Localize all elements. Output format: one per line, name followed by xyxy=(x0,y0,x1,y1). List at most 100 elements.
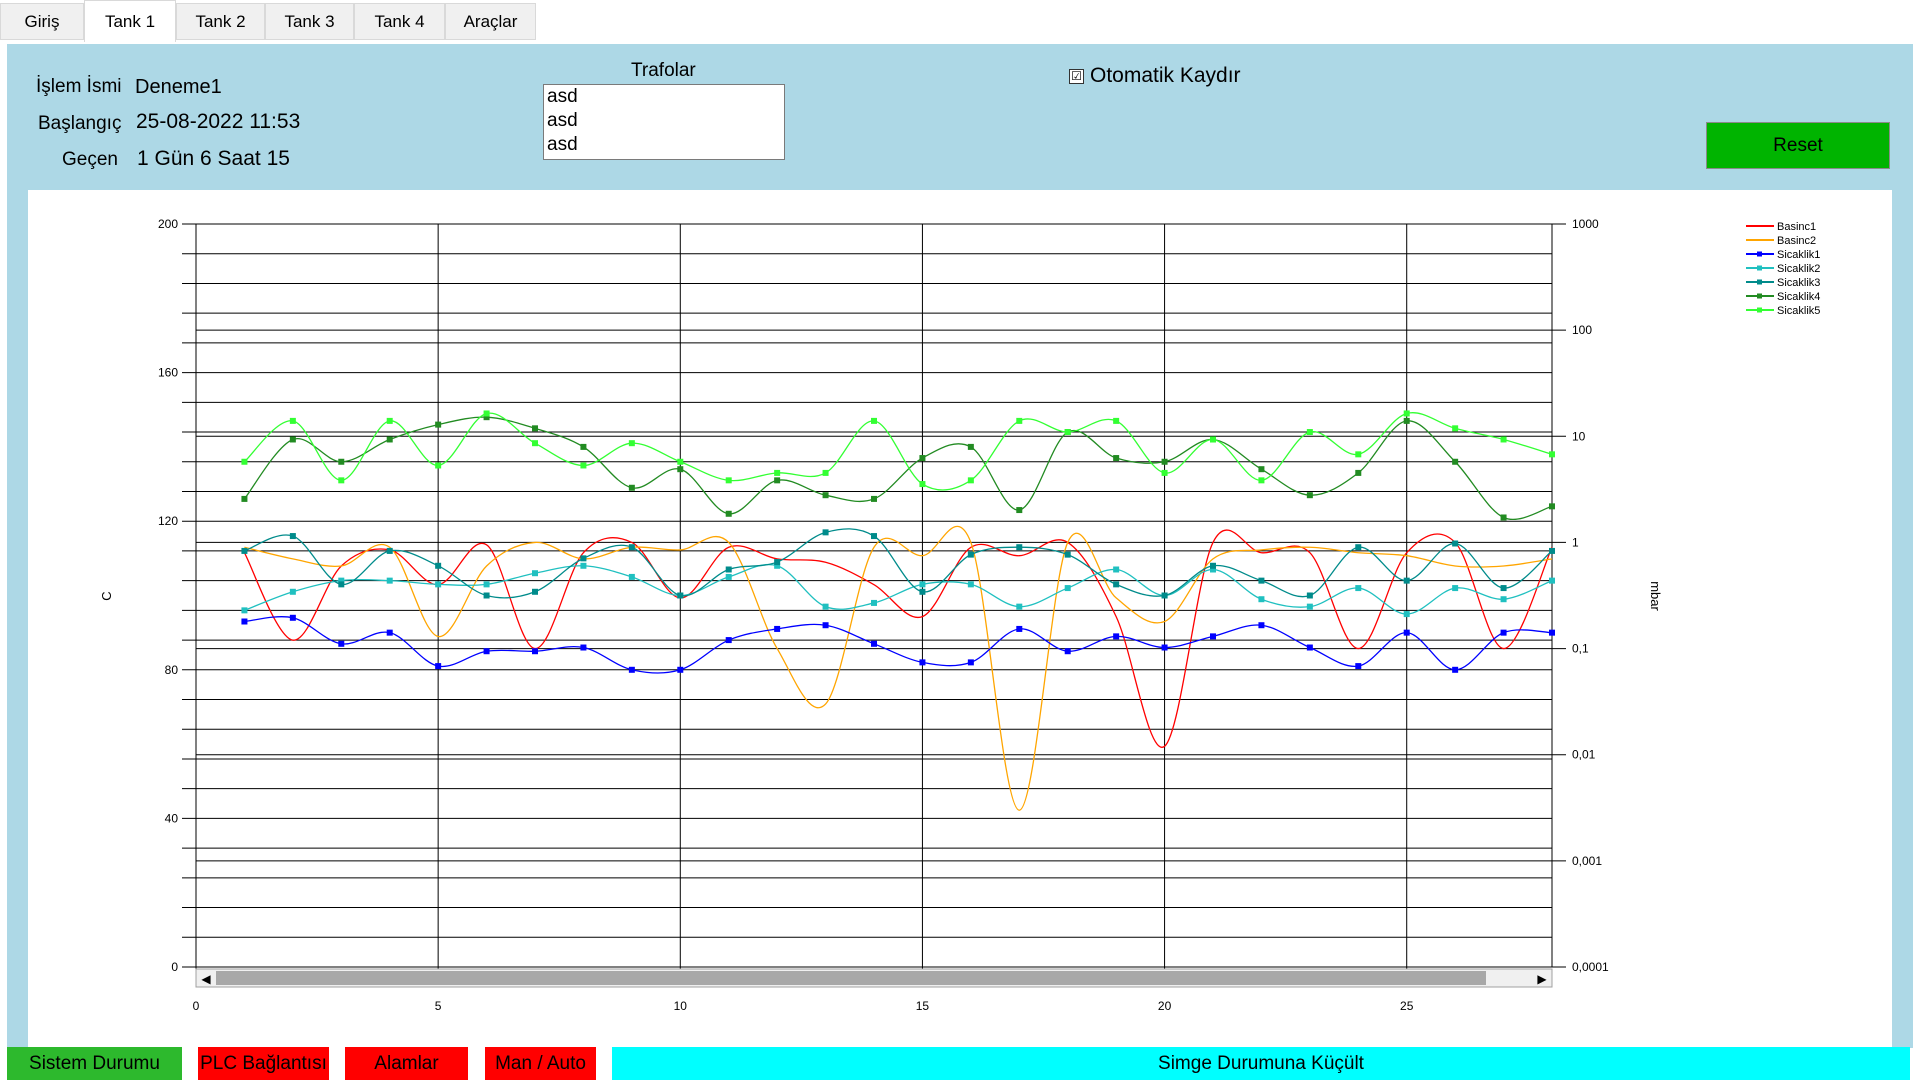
system-status-button[interactable]: Sistem Durumu xyxy=(7,1047,182,1080)
data-point-sicaklik2 xyxy=(1210,566,1216,573)
data-point-sicaklik3 xyxy=(1306,592,1313,599)
tab-bar: Giriş Tank 1 Tank 2 Tank 3 Tank 4 Araçla… xyxy=(0,0,1920,42)
trafolar-item[interactable]: asd xyxy=(547,110,578,131)
data-point-sicaklik1 xyxy=(386,629,393,636)
data-point-sicaklik3 xyxy=(1355,544,1362,551)
data-point-sicaklik4 xyxy=(919,455,926,462)
data-point-sicaklik5 xyxy=(1355,451,1362,458)
data-point-sicaklik3 xyxy=(822,529,829,536)
reset-button[interactable]: Reset xyxy=(1706,122,1890,169)
series-line-sicaklik3 xyxy=(244,528,1553,599)
scroll-left-icon[interactable]: ◀ xyxy=(201,972,211,986)
data-point-sicaklik2 xyxy=(1306,603,1313,610)
auto-scroll-label: Otomatik Kaydır xyxy=(1090,64,1241,87)
data-point-sicaklik4 xyxy=(532,425,538,432)
data-point-sicaklik5 xyxy=(1016,417,1023,424)
series-line-basinc1 xyxy=(243,529,1553,748)
tab-tank-4[interactable]: Tank 4 xyxy=(354,3,445,40)
data-point-sicaklik4 xyxy=(1016,507,1023,514)
legend-marker-sicaklik5 xyxy=(1757,307,1762,313)
data-point-sicaklik5 xyxy=(919,481,926,488)
x-tick-label: 20 xyxy=(1158,999,1172,1013)
data-point-sicaklik4 xyxy=(967,443,974,450)
legend-marker-sicaklik3 xyxy=(1757,279,1762,285)
legend-label-basinc2: Basinc2 xyxy=(1777,235,1816,247)
x-tick-label: 10 xyxy=(674,999,688,1013)
y2-tick-label: 1000 xyxy=(1572,217,1599,231)
data-point-sicaklik3 xyxy=(580,555,587,562)
data-point-sicaklik5 xyxy=(532,440,538,447)
trafolar-item[interactable]: asd xyxy=(547,134,578,155)
process-name-label: İşlem İsmi xyxy=(36,76,122,97)
data-point-sicaklik2 xyxy=(628,573,635,580)
data-point-sicaklik4 xyxy=(338,458,345,465)
legend-label-sicaklik5: Sicaklik5 xyxy=(1777,305,1820,317)
data-point-sicaklik5 xyxy=(628,440,635,447)
y-tick-label: 120 xyxy=(158,514,178,528)
data-point-sicaklik2 xyxy=(532,570,538,577)
data-point-sicaklik1 xyxy=(435,663,442,670)
data-point-sicaklik4 xyxy=(1500,514,1507,521)
data-point-sicaklik3 xyxy=(386,547,393,554)
data-point-sicaklik3 xyxy=(289,533,296,540)
data-point-sicaklik5 xyxy=(1210,436,1216,443)
checkbox-checked-icon[interactable]: ☑ xyxy=(1069,69,1084,84)
data-point-sicaklik3 xyxy=(241,547,248,554)
legend-label-sicaklik3: Sicaklik3 xyxy=(1777,277,1820,289)
data-point-sicaklik5 xyxy=(677,458,684,465)
data-point-sicaklik2 xyxy=(1500,596,1507,603)
data-point-sicaklik2 xyxy=(967,581,974,588)
data-point-sicaklik5 xyxy=(1500,436,1507,443)
y2-axis-title: mbar xyxy=(1648,581,1663,611)
data-point-sicaklik2 xyxy=(725,573,732,580)
data-point-sicaklik2 xyxy=(1549,577,1555,584)
data-point-sicaklik3 xyxy=(338,581,345,588)
data-point-sicaklik3 xyxy=(1403,577,1410,584)
data-point-sicaklik3 xyxy=(1161,592,1168,599)
data-point-sicaklik5 xyxy=(1258,477,1265,484)
data-point-sicaklik1 xyxy=(628,666,635,673)
trafolar-item[interactable]: asd xyxy=(547,86,578,107)
auto-scroll-checkbox[interactable]: ☑ Otomatik Kaydır xyxy=(1069,64,1241,88)
data-point-sicaklik2 xyxy=(241,607,248,614)
data-point-sicaklik4 xyxy=(483,414,490,421)
data-point-sicaklik1 xyxy=(1403,629,1410,636)
data-point-sicaklik1 xyxy=(1113,633,1120,640)
data-point-sicaklik1 xyxy=(822,622,829,629)
y-tick-label: 200 xyxy=(158,217,178,231)
scroll-right-icon[interactable]: ▶ xyxy=(1537,972,1547,986)
y-tick-label: 0 xyxy=(171,960,178,974)
data-point-sicaklik1 xyxy=(677,666,684,673)
elapsed-label: Geçen xyxy=(62,149,118,170)
data-point-sicaklik1 xyxy=(1161,644,1168,651)
minimize-button[interactable]: Simge Durumuna Küçült xyxy=(612,1047,1910,1080)
tab-giris[interactable]: Giriş xyxy=(0,3,84,40)
series-line-sicaklik1 xyxy=(244,616,1553,674)
data-point-sicaklik1 xyxy=(580,644,587,651)
tab-tank-1[interactable]: Tank 1 xyxy=(84,0,176,42)
legend-marker-sicaklik4 xyxy=(1757,293,1762,299)
alarms-button[interactable]: Alamlar xyxy=(345,1047,468,1080)
data-point-sicaklik2 xyxy=(338,577,345,584)
data-point-sicaklik1 xyxy=(1064,648,1071,655)
trafolar-list[interactable]: asd asd asd xyxy=(543,84,785,160)
tab-tank-3[interactable]: Tank 3 xyxy=(265,3,354,40)
data-point-sicaklik5 xyxy=(483,410,490,417)
series-line-basinc2 xyxy=(244,525,1553,811)
data-point-sicaklik4 xyxy=(1113,455,1120,462)
data-point-sicaklik1 xyxy=(1452,666,1459,673)
data-point-sicaklik4 xyxy=(580,443,587,450)
man-auto-button[interactable]: Man / Auto xyxy=(485,1047,596,1080)
scrollbar-thumb[interactable] xyxy=(216,971,1486,985)
data-point-sicaklik5 xyxy=(241,458,248,465)
data-point-sicaklik1 xyxy=(1258,622,1265,629)
tab-araclar[interactable]: Araçlar xyxy=(445,3,536,40)
y2-tick-label: 100 xyxy=(1572,323,1592,337)
data-point-sicaklik3 xyxy=(483,592,490,599)
tab-tank-2[interactable]: Tank 2 xyxy=(176,3,265,40)
plc-connection-button[interactable]: PLC Bağlantısı xyxy=(198,1047,329,1080)
data-point-sicaklik4 xyxy=(1161,458,1168,465)
legend-label-sicaklik1: Sicaklik1 xyxy=(1777,249,1820,261)
data-point-sicaklik2 xyxy=(1355,585,1362,592)
data-point-sicaklik1 xyxy=(919,659,926,666)
